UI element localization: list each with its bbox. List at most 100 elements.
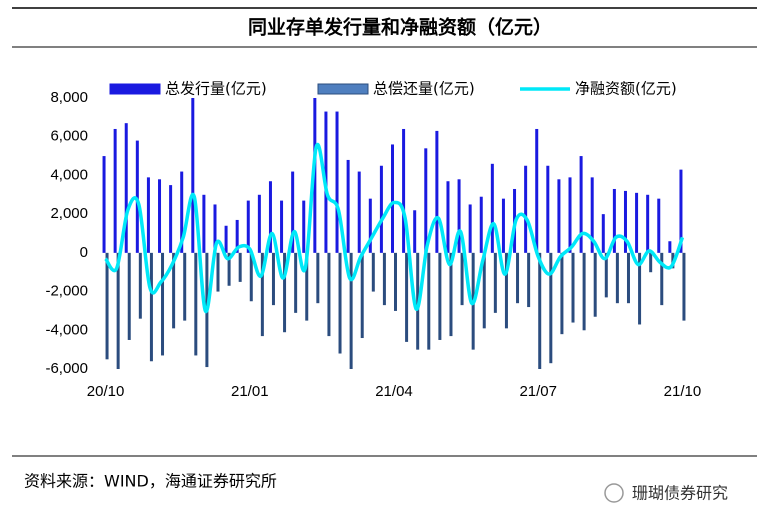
bar	[593, 252, 597, 317]
bar	[224, 225, 228, 253]
bar	[158, 179, 162, 253]
bar	[257, 194, 261, 253]
x-tick-label: 20/10	[87, 383, 125, 400]
y-tick-label: -2,000	[45, 283, 88, 300]
legend-label: 净融资额(亿元)	[575, 80, 677, 98]
bar	[349, 252, 353, 369]
bar	[271, 252, 275, 306]
bar	[582, 252, 586, 331]
bar	[612, 188, 616, 253]
bar	[249, 252, 253, 302]
bar	[538, 252, 542, 369]
bar	[161, 252, 165, 356]
legend-label: 总偿还量(亿元)	[373, 80, 475, 98]
y-tick-label: 6,000	[50, 128, 88, 145]
bar	[180, 171, 184, 253]
bar	[402, 128, 406, 253]
bar	[427, 252, 431, 350]
y-tick-label: -6,000	[45, 360, 88, 377]
bar	[379, 165, 383, 253]
bar	[113, 128, 117, 253]
y-tick-label: 0	[80, 244, 88, 261]
bar	[382, 252, 386, 306]
bar	[446, 181, 450, 253]
bar	[394, 252, 397, 311]
bar	[579, 156, 583, 253]
bar	[105, 252, 109, 360]
y-tick-label: -4,000	[45, 321, 88, 338]
bar	[413, 210, 417, 253]
bar	[438, 252, 442, 340]
bar	[601, 214, 605, 253]
bar	[493, 252, 497, 313]
bar	[335, 111, 339, 253]
bar	[146, 177, 150, 253]
bar	[571, 252, 575, 323]
bar	[479, 196, 483, 253]
x-tick-label: 21/01	[231, 383, 269, 400]
bar	[283, 252, 287, 333]
y-tick-label: 4,000	[50, 166, 88, 183]
bar	[135, 140, 139, 253]
bar	[246, 200, 250, 253]
bar	[305, 252, 309, 321]
bar	[649, 252, 653, 273]
bar	[172, 252, 176, 329]
bar	[360, 252, 364, 339]
bar	[268, 181, 272, 253]
bar	[504, 252, 508, 329]
bar	[657, 198, 661, 253]
bar	[235, 219, 239, 253]
bar	[679, 169, 683, 253]
bar	[501, 198, 505, 253]
watermark: 珊瑚债券研究	[632, 484, 728, 503]
bar	[149, 252, 153, 362]
x-tick-label: 21/04	[375, 383, 413, 400]
bar	[138, 252, 142, 319]
legend-swatch	[317, 83, 369, 95]
bar	[482, 252, 486, 329]
bar	[238, 252, 242, 282]
bar	[213, 204, 217, 253]
bar	[124, 123, 128, 253]
chart-title: 同业存单发行量和净融资额（亿元）	[248, 16, 552, 39]
bar	[568, 177, 572, 253]
bar	[638, 252, 642, 325]
bar	[668, 241, 672, 253]
line	[104, 142, 685, 313]
x-tick-label: 21/07	[519, 383, 557, 400]
bar	[294, 252, 298, 313]
bar	[660, 252, 664, 306]
bar	[116, 252, 120, 369]
bar	[127, 252, 131, 340]
bar	[357, 171, 361, 253]
bar	[623, 190, 627, 253]
bar	[169, 185, 173, 253]
source: 资料来源：WIND，海通证券研究所	[24, 472, 277, 491]
y-tick-label: 8,000	[50, 89, 88, 106]
bar	[516, 252, 520, 304]
bar	[227, 252, 231, 286]
bar	[216, 252, 220, 292]
bar	[435, 130, 439, 253]
bar	[546, 165, 550, 253]
bar	[405, 252, 409, 342]
bar	[557, 179, 561, 253]
bar	[346, 159, 350, 253]
bar	[626, 252, 630, 304]
bar	[604, 252, 608, 298]
legend-swatch	[109, 83, 161, 95]
bar	[183, 252, 187, 321]
legend-label: 总发行量(亿元)	[165, 80, 267, 98]
bar	[635, 192, 639, 253]
bar	[490, 163, 494, 253]
bar	[368, 198, 372, 253]
x-tick-label: 21/10	[664, 383, 702, 400]
bar	[524, 165, 528, 253]
bar	[424, 148, 428, 253]
bar	[338, 252, 342, 354]
bar	[527, 252, 531, 308]
bar	[615, 252, 619, 304]
bar	[682, 252, 686, 321]
